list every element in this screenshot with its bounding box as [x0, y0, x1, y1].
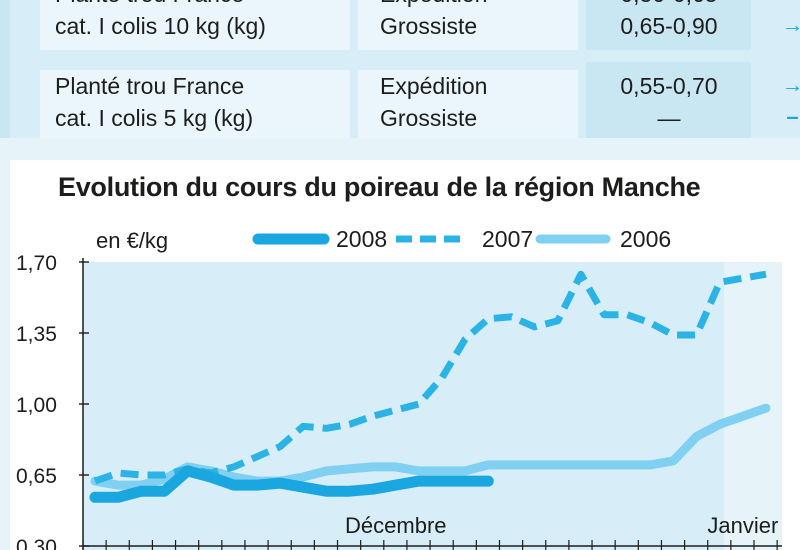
- y-tick-label: 1,00: [16, 394, 57, 417]
- trend-dash-icon: –: [786, 104, 799, 129]
- trend-arrow-icon: →: [775, 12, 800, 38]
- price-range: 0,55-0,70: [620, 73, 718, 99]
- y-tick-label: 1,70: [16, 252, 57, 275]
- legend-label-2008: 2008: [336, 226, 387, 252]
- market-cell: [358, 70, 578, 138]
- table-row: Planté trou France cat. I colis 10 kg (k…: [40, 0, 800, 50]
- product-category: cat. I colis 5 kg (kg): [55, 105, 254, 131]
- price-table: Planté trou France cat. I colis 10 kg (k…: [0, 0, 800, 138]
- market-type: Expédition: [380, 73, 488, 99]
- series-line-2008: [89, 465, 494, 503]
- period-label: Décembre: [345, 513, 446, 538]
- product-category: cat. I colis 10 kg (kg): [55, 13, 266, 39]
- y-tick-label: 0,65: [16, 465, 57, 488]
- legend-label-2006: 2006: [620, 226, 671, 252]
- price-range: 0,50-0,65: [588, 0, 750, 10]
- market-cell: [358, 0, 578, 50]
- price-range: —: [657, 105, 681, 131]
- price-range: 0,65-0,90: [620, 13, 718, 39]
- january-band: [724, 262, 782, 550]
- product-name: Planté trou France: [55, 73, 245, 99]
- product-cell: [40, 0, 350, 50]
- y-tick-label: 0,30: [16, 536, 57, 550]
- plot-area: [83, 262, 782, 550]
- y-tick-label: 1,35: [16, 323, 57, 346]
- trend-arrow-icon: →: [775, 0, 800, 4]
- period-label: Janvier: [707, 513, 778, 538]
- y-axis-unit-label: en €/kg: [96, 228, 168, 253]
- market-type: Expédition: [380, 0, 487, 10]
- price-cell: [586, 62, 751, 138]
- legend-label-2007: 2007: [482, 226, 533, 252]
- table-row: Planté trou France cat. I colis 5 kg (kg…: [40, 62, 800, 138]
- chart-title: Evolution du cours du poireau de la régi…: [58, 172, 701, 202]
- market-type: Grossiste: [380, 105, 478, 131]
- product-cell: [40, 70, 350, 138]
- price-cell: [586, 0, 751, 50]
- market-type: Grossiste: [380, 13, 478, 39]
- product-name: Planté trou France: [55, 0, 244, 10]
- trend-arrow-icon: →: [775, 72, 800, 98]
